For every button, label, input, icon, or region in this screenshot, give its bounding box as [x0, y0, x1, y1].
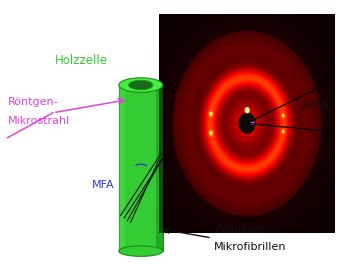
Polygon shape	[119, 85, 125, 251]
Text: Röntgen-: Röntgen-	[7, 97, 58, 107]
Polygon shape	[119, 85, 163, 251]
Polygon shape	[156, 85, 163, 251]
Text: MFA: MFA	[92, 180, 115, 190]
Text: Mikrostrahl: Mikrostrahl	[7, 116, 70, 126]
Text: Holzzelle: Holzzelle	[55, 54, 108, 67]
Ellipse shape	[129, 80, 153, 90]
Text: 2MFA: 2MFA	[299, 101, 329, 111]
Text: Mikrofibrillen: Mikrofibrillen	[213, 242, 286, 252]
Text: Zellulose-: Zellulose-	[213, 225, 268, 235]
Ellipse shape	[119, 78, 163, 92]
Ellipse shape	[119, 246, 163, 257]
